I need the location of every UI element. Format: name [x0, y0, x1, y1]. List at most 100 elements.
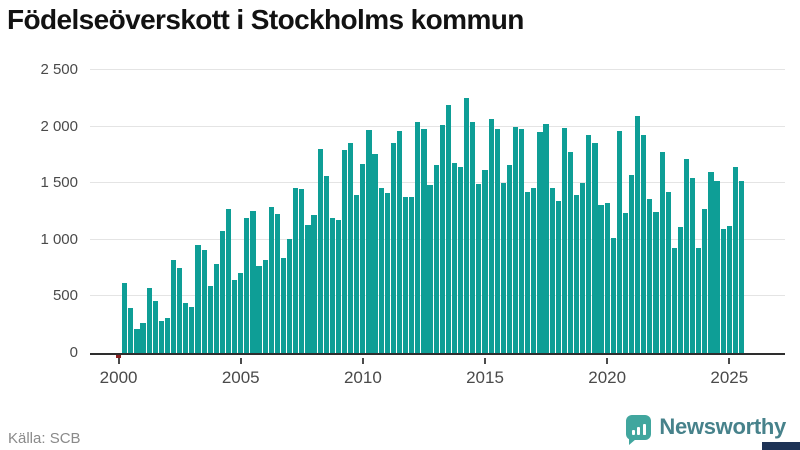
- bar: [641, 135, 647, 353]
- bar: [445, 104, 451, 353]
- bar: [470, 121, 476, 353]
- bar: [567, 151, 574, 353]
- bar: [543, 124, 549, 353]
- bar: [232, 280, 238, 353]
- bar: [177, 267, 183, 353]
- gridline: [90, 69, 785, 70]
- bar: [293, 187, 299, 353]
- x-tick-label: 2010: [343, 368, 382, 387]
- source-note: Källa: SCB: [8, 430, 81, 447]
- bar: [152, 300, 158, 353]
- bar: [683, 158, 690, 353]
- x-axis-tick: [606, 358, 609, 364]
- x-tick-label: 2005: [221, 368, 260, 387]
- bar: [500, 182, 506, 353]
- bar: [677, 227, 684, 353]
- bar: [549, 188, 555, 353]
- x-tick-label: 2025: [710, 368, 749, 387]
- bar: [415, 121, 421, 353]
- bar: [732, 167, 738, 353]
- bar: [238, 273, 244, 353]
- bar: [659, 151, 665, 353]
- bar: [348, 143, 354, 353]
- bar: [506, 165, 513, 353]
- bar: [122, 282, 128, 353]
- bar: [390, 143, 396, 353]
- bar: [366, 130, 372, 353]
- plot-area: [90, 69, 785, 359]
- x-axis-tick: [117, 358, 120, 364]
- bar: [305, 225, 311, 353]
- bar: [409, 196, 415, 353]
- bar: [647, 199, 653, 353]
- bar: [256, 265, 262, 353]
- bar: [317, 149, 323, 353]
- bar: [714, 180, 720, 353]
- bar: [592, 143, 598, 353]
- y-tick-label: 1 000: [40, 230, 78, 248]
- bar: [653, 211, 659, 353]
- bar: [207, 286, 213, 353]
- bar: [726, 225, 732, 353]
- bar: [690, 177, 696, 353]
- x-tick-label: 2015: [466, 368, 504, 387]
- x-axis-tick: [361, 358, 364, 364]
- y-tick-label: 2 000: [40, 117, 78, 135]
- x-tick-label: 2000: [99, 368, 138, 387]
- bar: [396, 131, 403, 353]
- x-axis-tick: [728, 358, 731, 364]
- bar: [341, 149, 348, 353]
- bar: [586, 134, 592, 353]
- bar: [519, 128, 525, 353]
- bar: [360, 163, 366, 353]
- bar: [451, 163, 458, 353]
- bar: [158, 321, 164, 353]
- x-axis-tick: [484, 358, 487, 364]
- bar: [262, 260, 268, 353]
- bar: [720, 229, 726, 353]
- bar: [140, 323, 146, 353]
- bar: [476, 184, 482, 353]
- bar: [628, 174, 635, 353]
- bar: [311, 214, 317, 353]
- bar: [439, 124, 445, 353]
- bar: [427, 184, 433, 353]
- bar: [189, 306, 195, 353]
- bar: [457, 167, 464, 353]
- bar: [616, 131, 622, 353]
- bar: [708, 171, 714, 353]
- bar: [335, 220, 342, 353]
- bar-negative: [116, 353, 122, 359]
- bar: [635, 116, 641, 353]
- bar: [494, 128, 500, 353]
- bar: [164, 317, 171, 353]
- y-tick-label: 2 500: [40, 61, 78, 78]
- y-tick-label: 1 500: [40, 174, 78, 192]
- bar: [183, 303, 189, 353]
- bar: [702, 208, 708, 353]
- x-tick-label: 2020: [588, 368, 627, 387]
- newsworthy-logo[interactable]: Newsworthy: [626, 414, 786, 445]
- bar: [464, 98, 470, 353]
- corner-brand-block: [762, 442, 800, 450]
- bar: [574, 195, 580, 353]
- y-tick-label: 0: [69, 344, 78, 361]
- bar: [482, 169, 488, 353]
- bar: [696, 247, 702, 353]
- logo-bar-icon: [631, 429, 635, 435]
- bar: [598, 204, 604, 353]
- bar: [403, 196, 409, 353]
- logo-exclamation-icon: [642, 423, 646, 435]
- bar: [622, 213, 629, 353]
- bar: [244, 218, 250, 353]
- bar: [219, 230, 225, 353]
- bar: [665, 191, 671, 353]
- bar: [525, 192, 531, 353]
- bar: [128, 307, 134, 353]
- bar: [287, 238, 293, 353]
- newsworthy-wordmark: Newsworthy: [659, 414, 786, 439]
- logo-bar-icon: [636, 426, 640, 435]
- bar: [201, 250, 207, 353]
- bar: [561, 127, 567, 353]
